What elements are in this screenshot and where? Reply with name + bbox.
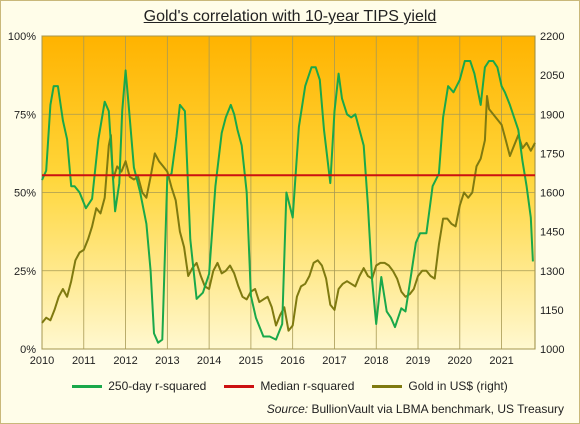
series-layer xyxy=(41,60,536,344)
y-left-tick-label: 0% xyxy=(20,344,36,356)
series-line-gold xyxy=(41,95,536,332)
x-tick-label: 2016 xyxy=(280,355,304,367)
x-tick-label: 2019 xyxy=(406,355,430,367)
legend-label-gold: Gold in US$ (right) xyxy=(408,379,508,393)
legend-item-median: Median r-squared xyxy=(224,379,354,393)
x-tick-label: 2021 xyxy=(489,355,513,367)
y-right-tick-label: 2200 xyxy=(540,31,564,43)
y-right-tick-label: 2050 xyxy=(540,70,564,82)
y-right-tick-label: 1150 xyxy=(540,305,564,317)
source-text: BullionVault via LBMA benchmark, US Trea… xyxy=(308,402,564,416)
y-right-tick-label: 1600 xyxy=(540,188,564,200)
x-tick-label: 2011 xyxy=(72,355,96,367)
legend-item-gold: Gold in US$ (right) xyxy=(372,379,508,393)
x-tick-label: 2014 xyxy=(197,355,221,367)
x-tick-label: 2015 xyxy=(239,355,263,367)
axis-labels: 2010 2011 2012 2013 2014 2015 2016 2017 2018 2019… xyxy=(8,31,565,367)
y-right-tick-label: 1750 xyxy=(540,148,564,160)
x-tick-label: 2012 xyxy=(113,355,137,367)
legend-swatch-gold xyxy=(372,384,403,388)
y-right-tick-label: 1300 xyxy=(540,266,564,278)
source-note: Source: BullionVault via LBMA benchmark,… xyxy=(267,402,564,416)
legend-label-rsq: 250-day r-squared xyxy=(108,379,207,393)
legend-item-rsq: 250-day r-squared xyxy=(72,379,206,393)
x-tick-label: 2017 xyxy=(322,355,346,367)
y-right-tick-label: 1450 xyxy=(540,227,564,239)
x-tick-label: 2010 xyxy=(30,355,54,367)
chart-title: Gold's correlation with 10-year TIPS yie… xyxy=(143,8,437,25)
y-left-tick-label: 50% xyxy=(14,188,36,200)
legend-swatch-rsq xyxy=(72,384,103,388)
x-tick-label: 2013 xyxy=(155,355,179,367)
y-right-tick-label: 1900 xyxy=(540,109,564,121)
y-left-tick-label: 100% xyxy=(8,31,36,43)
legend-swatch-median xyxy=(224,384,255,388)
x-tick-label: 2018 xyxy=(364,355,388,367)
y-left-tick-label: 25% xyxy=(14,266,36,278)
legend-label-median: Median r-squared xyxy=(260,379,355,393)
legend: 250-day r-squared Median r-squared Gold … xyxy=(0,379,580,393)
x-tick-label: 2020 xyxy=(448,355,472,367)
y-right-tick-label: 1000 xyxy=(540,344,564,356)
y-left-tick-label: 75% xyxy=(14,109,36,121)
series-line-rsq xyxy=(41,60,534,344)
source-label: Source: xyxy=(266,402,309,416)
